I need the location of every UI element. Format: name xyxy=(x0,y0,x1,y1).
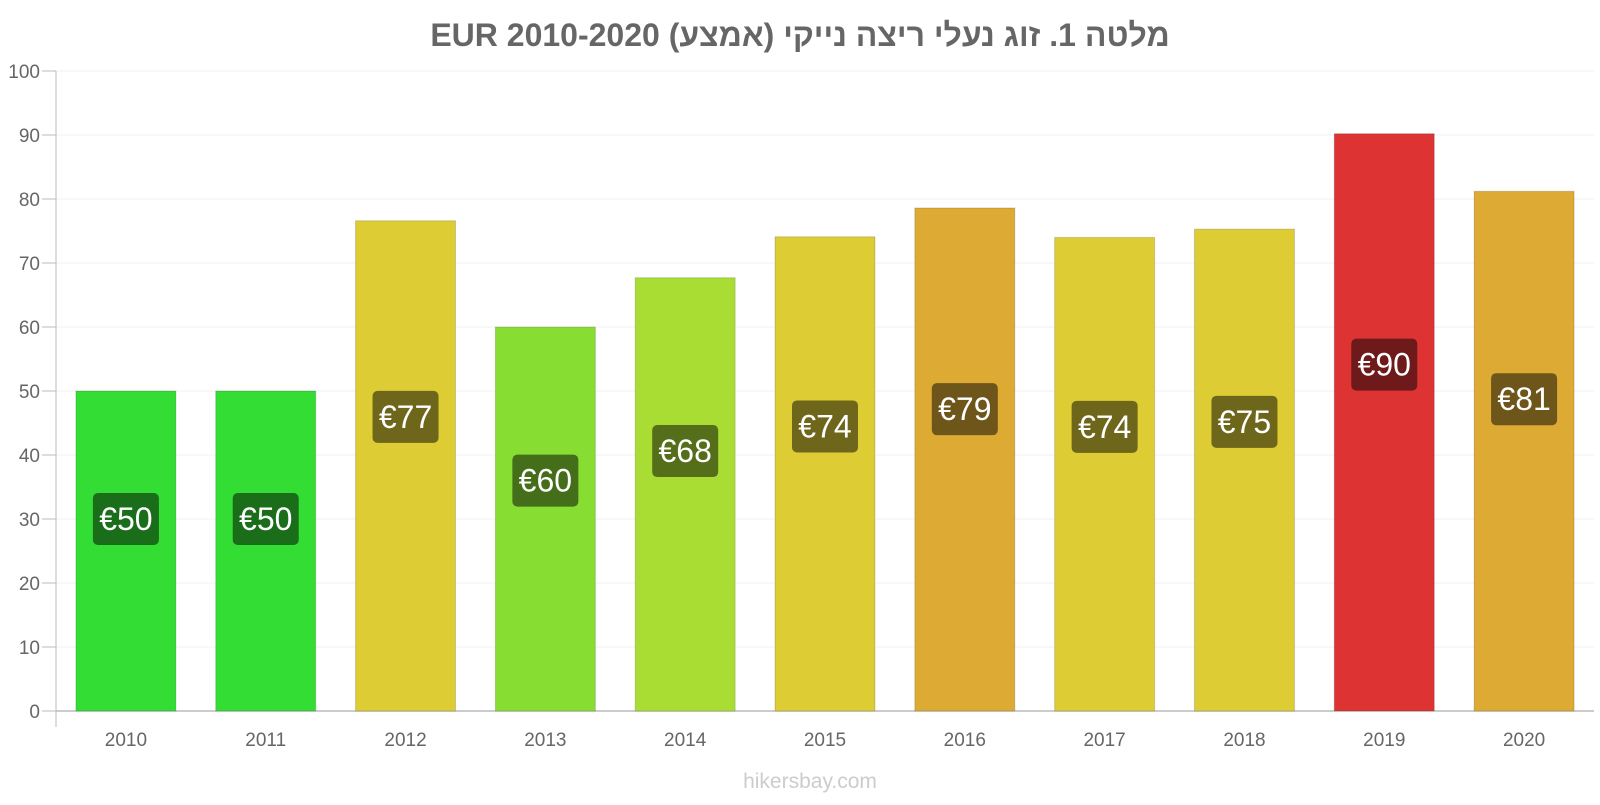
x-tick-label-2020: 2020 xyxy=(1503,730,1545,751)
x-tick-label-2019: 2019 xyxy=(1363,730,1405,751)
data-label-box-2013 xyxy=(512,454,579,507)
data-label-box-2020 xyxy=(1491,373,1558,426)
y-tick-label-100: 100 xyxy=(8,62,40,83)
y-tick-label-70: 70 xyxy=(19,254,40,275)
chart-title: מלטה 1. זוג נעלי ריצה נייקי (אמצע) EUR 2… xyxy=(430,17,1169,53)
data-label-2010: €50 xyxy=(99,501,152,537)
data-label-2012: €77 xyxy=(379,399,432,435)
data-label-box-2014 xyxy=(652,425,719,478)
data-label-2017: €74 xyxy=(1078,409,1131,445)
data-label-2019: €90 xyxy=(1358,347,1411,383)
data-label-2016: €79 xyxy=(938,391,991,427)
x-tick-label-2018: 2018 xyxy=(1223,730,1265,751)
x-tick-label-2017: 2017 xyxy=(1083,730,1125,751)
data-label-box-2017 xyxy=(1071,400,1138,453)
data-label-box-2018 xyxy=(1211,395,1278,448)
bar-2011 xyxy=(215,390,317,712)
watermark: hikersbay.com xyxy=(743,770,877,793)
data-label-box-2015 xyxy=(792,400,858,453)
data-label-box-2019 xyxy=(1351,338,1418,391)
bar-2016 xyxy=(914,207,1016,712)
data-labels-layer: €50 €50 €77 €60 €68 €74 €79 €74 €75 €90 €81 xyxy=(92,338,1558,545)
data-label-2011: €50 xyxy=(239,501,292,537)
x-tick-label-2012: 2012 xyxy=(384,730,426,751)
x-tick-label-2015: 2015 xyxy=(804,730,846,751)
data-label-2015: €74 xyxy=(798,408,851,444)
y-tick-label-90: 90 xyxy=(19,126,40,147)
bar-2012 xyxy=(355,220,457,712)
x-tick-label-2011: 2011 xyxy=(245,730,286,751)
bar-2018 xyxy=(1193,228,1295,712)
data-label-box-2016 xyxy=(931,383,998,436)
y-tick-label-10: 10 xyxy=(19,638,40,659)
x-tick-label-2016: 2016 xyxy=(944,730,986,751)
data-label-box-2011 xyxy=(232,493,299,545)
data-label-box-2012 xyxy=(372,390,439,443)
bar-2013 xyxy=(494,326,596,712)
x-tick-label-2014: 2014 xyxy=(664,730,707,751)
bar-2019 xyxy=(1333,133,1435,712)
y-tick-label-50: 50 xyxy=(19,382,40,403)
x-tick-label-2013: 2013 xyxy=(524,730,566,751)
bar-2017 xyxy=(1054,236,1156,712)
data-label-2020: €81 xyxy=(1497,381,1550,417)
axis-layer: 0 10 20 30 40 50 60 70 80 90 100 2010 2011 2012 2013 20… xyxy=(8,62,1594,751)
data-label-box-2010 xyxy=(92,493,159,545)
bar-2020 xyxy=(1473,190,1575,712)
bar-2015 xyxy=(774,236,876,712)
bars-layer xyxy=(75,133,1575,712)
bar-2010 xyxy=(75,390,177,712)
y-tick-label-30: 30 xyxy=(19,510,40,531)
y-tick-label-60: 60 xyxy=(19,318,40,339)
y-tick-label-20: 20 xyxy=(19,574,40,595)
data-label-2014: €68 xyxy=(658,433,711,469)
data-label-2013: €60 xyxy=(519,463,572,499)
bar-2014 xyxy=(634,277,736,712)
y-tick-label-0: 0 xyxy=(29,702,40,723)
y-tick-label-80: 80 xyxy=(19,190,40,211)
x-tick-label-2010: 2010 xyxy=(105,730,147,751)
y-tick-label-40: 40 xyxy=(19,446,40,467)
data-label-2018: €75 xyxy=(1218,404,1271,440)
